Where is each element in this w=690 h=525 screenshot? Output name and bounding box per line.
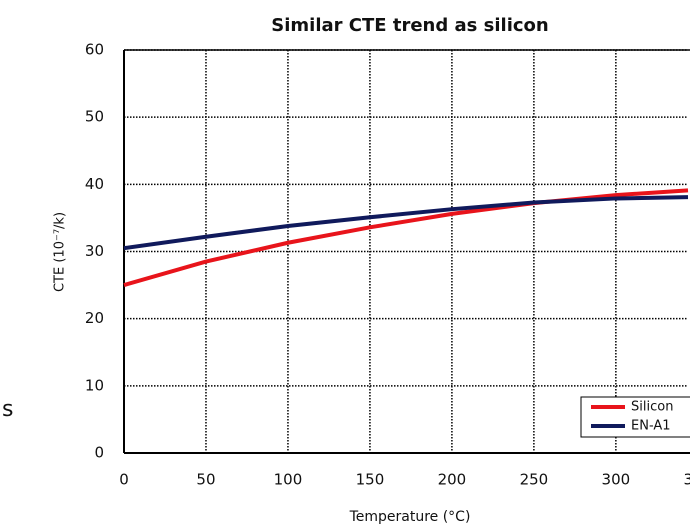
x-axis-label: Temperature (°C) [349, 509, 471, 525]
y-tick-label: 20 [85, 309, 104, 327]
series-line [123, 188, 689, 288]
y-tick-label: 10 [85, 376, 104, 394]
y-axis-label: CTE (10⁻⁷/k) [53, 212, 68, 292]
y-tick-label: 30 [85, 242, 104, 260]
y-tick-label: 0 [94, 444, 104, 462]
legend-label: Silicon [631, 400, 673, 415]
x-tick-label: 0 [119, 471, 129, 489]
x-tick-label: 250 [520, 471, 549, 489]
legend-label: EN-A1 [631, 419, 671, 434]
y-tick-label: 40 [85, 175, 104, 193]
x-tick-label: 50 [196, 471, 215, 489]
annotation: s [2, 397, 13, 422]
y-tick-label: 50 [85, 108, 104, 126]
x-tick-label: 100 [274, 471, 303, 489]
y-tick-label: 60 [85, 41, 104, 59]
x-tick-label: 150 [356, 471, 385, 489]
legend-box [580, 396, 690, 438]
x-tick-label: 350 [684, 471, 690, 489]
chart-title: Similar CTE trend as silicon [271, 15, 548, 36]
x-tick-label: 300 [602, 471, 631, 489]
series-line [123, 195, 689, 251]
x-tick-label: 200 [438, 471, 467, 489]
